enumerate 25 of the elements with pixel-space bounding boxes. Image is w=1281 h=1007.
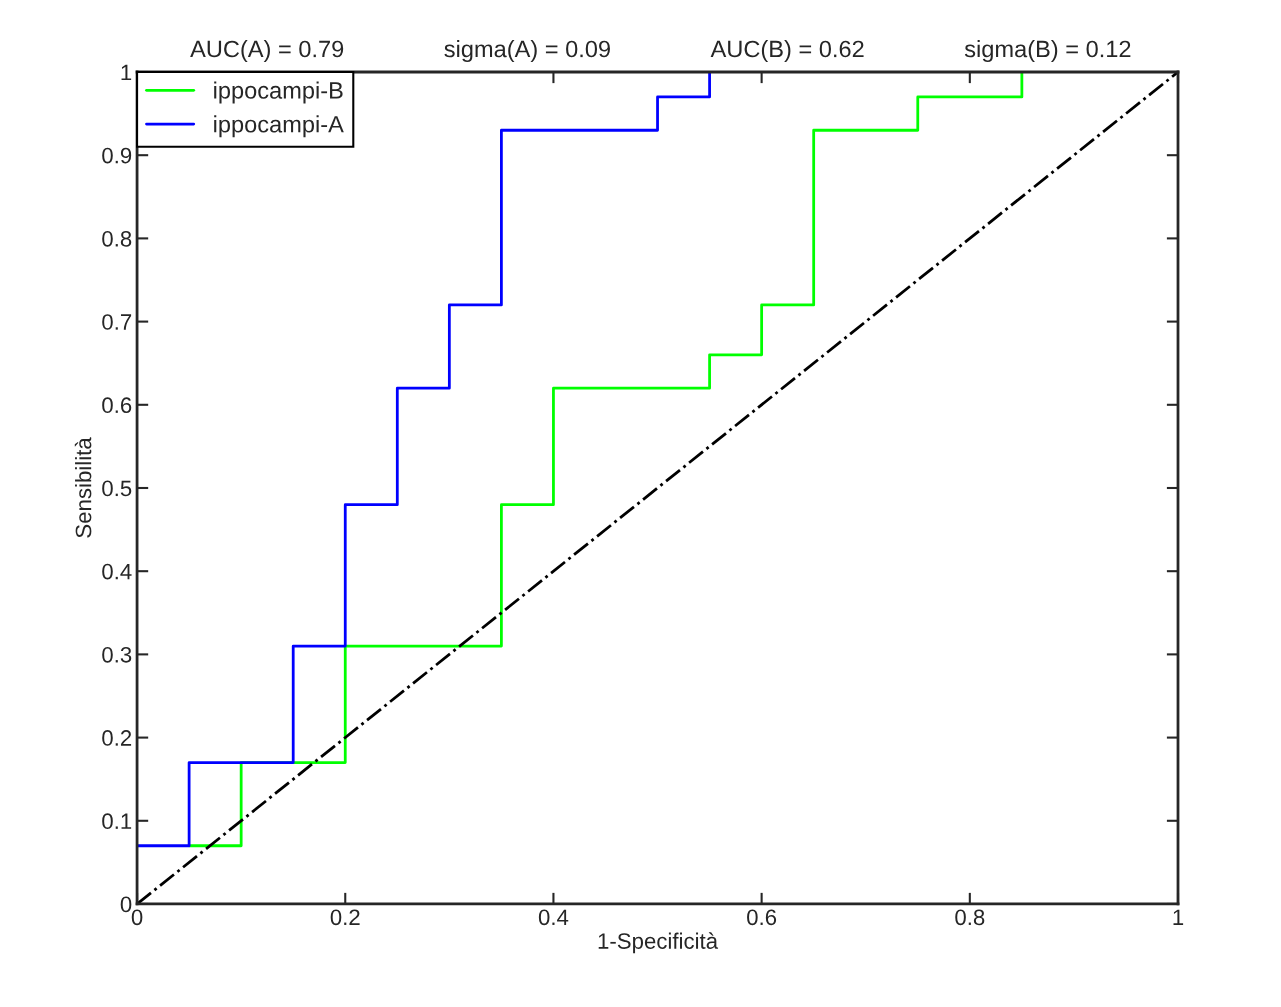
- y-axis-title: Sensibilità: [74, 437, 92, 538]
- x-tick-label: 0.4: [538, 909, 569, 926]
- x-tick-label: 0.6: [747, 909, 777, 926]
- legend-label: ippocampi-A: [214, 115, 344, 138]
- y-tick-label: 0.6: [102, 397, 132, 414]
- legend-label: ippocampi-B: [214, 81, 343, 104]
- x-tick-label: 0: [131, 909, 143, 926]
- text: sigma(B) = 0.12: [964, 40, 1131, 63]
- y-tick-label: 0.5: [102, 480, 132, 497]
- y-tick-label: 0.7: [102, 314, 132, 330]
- x-tick-label: 0.8: [955, 909, 985, 926]
- y-tick-label: 0.8: [102, 230, 132, 247]
- y-tick-label: 0.2: [102, 730, 132, 746]
- text: AUC(B) = 0.62: [710, 40, 864, 63]
- text: sigma(A) = 0.09: [444, 40, 610, 63]
- x-tick-label: 1: [1173, 909, 1184, 925]
- x-tick-label: 0.2: [330, 909, 360, 926]
- y-tick-label: 1: [121, 64, 132, 81]
- y-tick-label: 0.1: [102, 813, 132, 830]
- x-axis-title: 1-Specificità: [598, 932, 719, 954]
- y-tick-label: 0: [120, 896, 132, 913]
- y-tick-label: 0.3: [102, 646, 132, 663]
- y-tick-label: 0.4: [102, 563, 132, 580]
- y-tick-label: 0.9: [102, 147, 132, 164]
- text: AUC(A) = 0.79: [190, 40, 344, 63]
